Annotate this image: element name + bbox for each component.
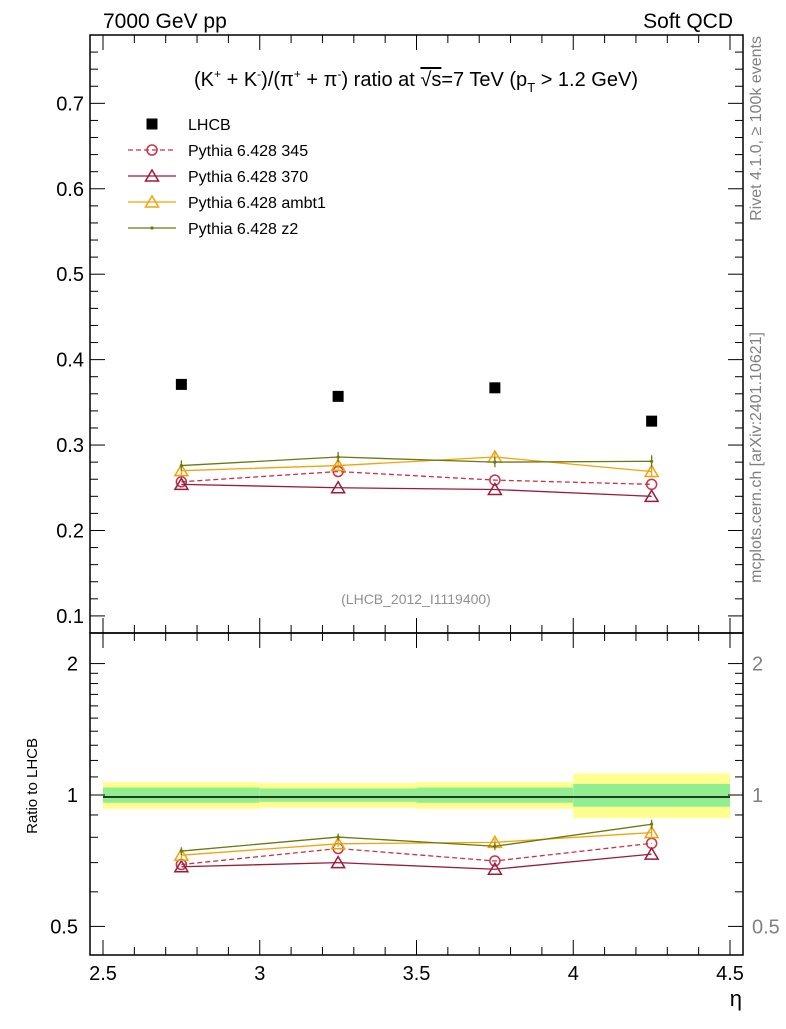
data-point-pythia-6-428-370 <box>643 846 660 860</box>
legend-marker-pythia-6-428-z2 <box>150 226 154 230</box>
legend-label-pythia-6-428-z2: Pythia 6.428 z2 <box>188 221 298 238</box>
x-tick-label: 4.5 <box>716 963 744 985</box>
x-tick-label: 4 <box>568 963 579 985</box>
ratio-band-inner <box>103 787 260 803</box>
y-tick-label: 0.3 <box>56 435 84 457</box>
series-line-pythia-6-428-z2 <box>181 823 652 852</box>
data-point-pythia-6-428-ambt1 <box>330 458 346 472</box>
series-line-pythia-6-428-345 <box>181 842 652 866</box>
legend-label-lhcb: LHCB <box>188 117 231 134</box>
data-point-pythia-6-428-z2 <box>179 463 183 468</box>
data-point-pythia-6-428-370 <box>487 861 503 875</box>
x-tick-label: 2.5 <box>89 963 117 985</box>
y-tick-label: 0.1 <box>56 606 84 628</box>
ratio-ticks <box>90 663 743 927</box>
legend-label-pythia-6-428-ambt1: Pythia 6.428 ambt1 <box>188 195 326 212</box>
data-point-pythia-6-428-345 <box>489 855 501 867</box>
main-tick-labels: 0.1 0.2 0.3 0.4 0.5 0.6 0.7 <box>56 93 84 628</box>
ratio-band-inner <box>573 783 730 807</box>
data-point-pythia-6-428-z2 <box>650 459 654 463</box>
x-axis-label: η <box>730 986 742 1011</box>
data-point-pythia-6-428-370 <box>330 855 346 869</box>
legend-marker-pythia-6-428-ambt1 <box>144 194 160 208</box>
legend-marker-pythia-6-428-345 <box>146 144 158 156</box>
series-line-pythia-6-428-ambt1 <box>181 831 652 856</box>
series-line-pythia-6-428-ambt1 <box>181 456 652 473</box>
series-line-pythia-6-428-370 <box>181 853 652 870</box>
series-line-pythia-6-428-z2 <box>181 456 652 467</box>
data-point-pythia-6-428-ambt1 <box>173 463 190 477</box>
rivet-label: Rivet 4.1.0, ≥ 100k events <box>748 36 765 221</box>
ratio-band-inner <box>416 787 574 803</box>
series-line-pythia-6-428-370 <box>181 483 652 497</box>
legend-label-pythia-6-428-345: Pythia 6.428 345 <box>188 143 308 160</box>
y-tick-label: 0.6 <box>56 179 84 201</box>
ratio-y-tick-label: 0.5 <box>50 916 78 938</box>
main-series <box>173 378 660 503</box>
header-right: Soft QCD <box>643 10 733 33</box>
data-point-lhcb <box>332 390 344 402</box>
data-point-pythia-6-428-370 <box>487 482 503 496</box>
ratio-y-tick-label-right: 0.5 <box>752 916 780 938</box>
data-point-pythia-6-428-370 <box>173 476 190 491</box>
ratio-frame <box>89 632 744 956</box>
ratio-tick-labels: 0.5 0.5 1 1 2 2 <box>50 654 780 939</box>
data-point-pythia-6-428-ambt1 <box>643 464 660 478</box>
chart-title: (K+ + K-)/(π+ + π-) ratio at √s=7 TeV (p… <box>194 67 638 95</box>
data-point-lhcb <box>175 378 187 390</box>
x-tick-labels: 2.5 3 3.5 4 4.5 <box>89 963 744 985</box>
data-point-pythia-6-428-370 <box>173 859 190 873</box>
x-tick-label: 3.5 <box>403 963 431 985</box>
ratio-ylabel: Ratio to LHCB <box>24 738 41 834</box>
header-left: 7000 GeV pp <box>103 10 227 33</box>
legend-marker-lhcb <box>146 118 158 130</box>
data-point-pythia-6-428-345 <box>489 474 501 486</box>
ratio-y-tick-label-right: 2 <box>752 654 763 676</box>
data-point-pythia-6-428-370 <box>643 488 660 503</box>
data-point-pythia-6-428-z2 <box>336 455 340 459</box>
analysis-id: (LHCB_2012_I1119400) <box>341 591 491 607</box>
data-point-pythia-6-428-z2 <box>336 835 340 839</box>
data-point-pythia-6-428-345 <box>175 476 188 488</box>
ratio-y-tick-label: 1 <box>67 785 78 807</box>
data-point-pythia-6-428-ambt1 <box>173 847 190 861</box>
data-point-lhcb <box>489 382 501 394</box>
data-point-pythia-6-428-ambt1 <box>643 825 660 839</box>
legend: LHCB Pythia 6.428 345 Pythia 6.428 370 Pyth… <box>128 117 326 238</box>
data-point-pythia-6-428-z2 <box>493 844 497 848</box>
ratio-y-tick-label-right: 1 <box>752 785 763 807</box>
ratio-y-tick-label: 2 <box>67 654 78 676</box>
data-point-pythia-6-428-370 <box>330 480 346 494</box>
y-tick-label: 0.4 <box>56 350 84 372</box>
y-tick-label: 0.2 <box>56 520 84 542</box>
ratio-panel: 0.5 0.5 1 1 2 2 Ratio to LHCB <box>24 632 780 956</box>
y-tick-label: 0.7 <box>56 93 84 115</box>
data-point-pythia-6-428-ambt1 <box>330 836 346 850</box>
main-panel: 0.1 0.2 0.3 0.4 0.5 0.6 0.7 (K+ + K-)/(π+ + π-… <box>56 34 744 955</box>
ratio-bands <box>103 773 730 819</box>
data-point-pythia-6-428-z2 <box>179 849 183 853</box>
main-ticks <box>90 35 743 955</box>
legend-marker-pythia-6-428-370 <box>144 168 160 182</box>
mcplots-label: mcplots.cern.ch [arXiv:2401.10621] <box>748 332 765 583</box>
ratio-series <box>173 819 660 875</box>
y-tick-label: 0.5 <box>56 264 84 286</box>
legend-label-pythia-6-428-370: Pythia 6.428 370 <box>188 169 308 186</box>
ratio-band-inner <box>259 788 417 802</box>
data-point-pythia-6-428-z2 <box>650 822 654 826</box>
data-point-pythia-6-428-z2 <box>493 460 497 464</box>
x-tick-label: 3 <box>254 963 265 985</box>
data-point-lhcb <box>646 415 658 427</box>
series-line-pythia-6-428-345 <box>181 470 652 486</box>
